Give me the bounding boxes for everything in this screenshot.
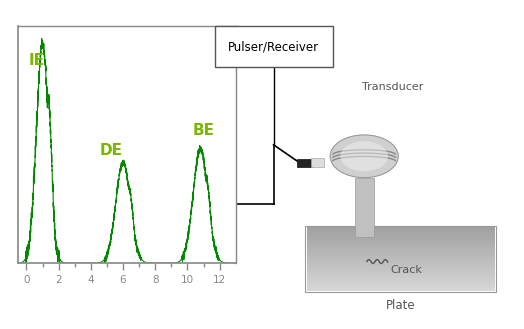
Text: DE: DE (100, 142, 123, 158)
Bar (307, 272, 495, 275)
Text: BE: BE (192, 123, 214, 138)
Text: IE: IE (29, 53, 45, 68)
Bar (307, 234, 495, 237)
Bar (307, 253, 495, 256)
Bar (307, 240, 495, 243)
Bar (307, 262, 495, 266)
Bar (307, 237, 495, 240)
Bar (307, 278, 495, 282)
Bar (307, 269, 495, 272)
Bar (307, 243, 495, 246)
Bar (307, 288, 495, 291)
Text: Crack: Crack (390, 265, 422, 275)
Bar (307, 230, 495, 234)
Text: Pulser/Receiver: Pulser/Receiver (228, 40, 319, 53)
Bar (307, 256, 495, 259)
Bar (307, 282, 495, 285)
Ellipse shape (330, 135, 398, 178)
Bar (307, 285, 495, 288)
Bar (307, 249, 495, 253)
Ellipse shape (340, 141, 388, 171)
Text: Transducer: Transducer (362, 82, 423, 92)
Bar (307, 227, 495, 230)
FancyBboxPatch shape (215, 26, 333, 67)
Bar (355, 178, 374, 237)
Bar (307, 266, 495, 269)
Text: Plate: Plate (386, 299, 416, 313)
Bar (307, 275, 495, 278)
Bar (311, 158, 324, 167)
Bar (297, 159, 312, 167)
Bar (307, 246, 495, 249)
Bar (307, 259, 495, 262)
